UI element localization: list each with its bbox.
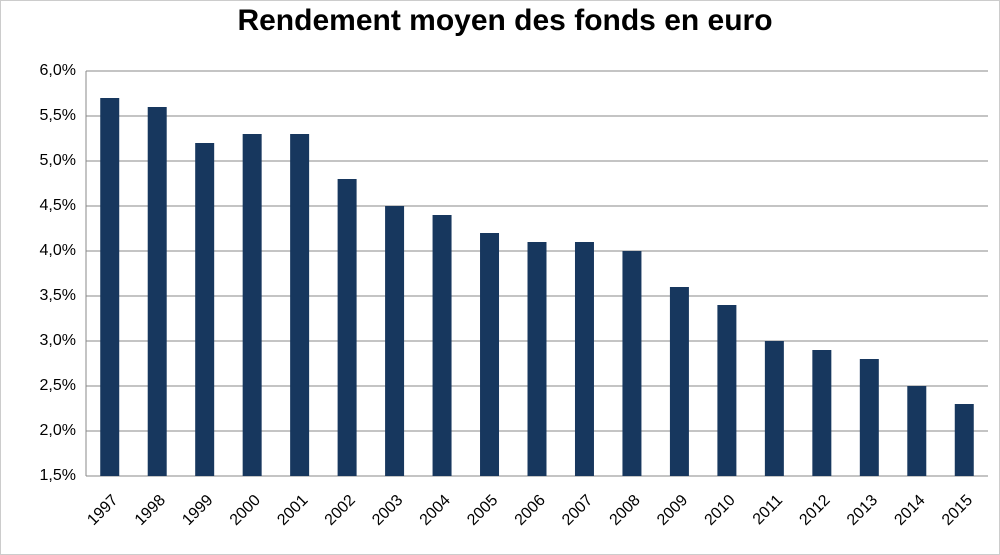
bar — [432, 215, 452, 476]
bar — [100, 98, 120, 476]
bar — [147, 107, 167, 476]
bar — [859, 359, 879, 476]
y-tick-label: 4,0% — [40, 242, 76, 259]
y-tick-label: 3,5% — [40, 287, 76, 304]
bar — [954, 404, 974, 476]
bar — [527, 242, 547, 476]
bar — [764, 341, 784, 476]
bar — [574, 242, 594, 476]
y-tick-label: 4,5% — [40, 197, 76, 214]
bar — [812, 350, 832, 476]
bar — [717, 305, 737, 476]
y-tick-label: 2,0% — [40, 422, 76, 439]
y-tick-label: 3,0% — [40, 332, 76, 349]
bar — [480, 233, 500, 476]
y-tick-label: 5,5% — [40, 107, 76, 124]
y-tick-label: 1,5% — [40, 467, 76, 484]
chart-title: Rendement moyen des fonds en euro — [237, 4, 772, 37]
bar — [622, 251, 642, 476]
bar — [195, 143, 215, 476]
bar — [290, 134, 310, 476]
bar — [242, 134, 262, 476]
bar — [337, 179, 357, 476]
bar — [669, 287, 689, 476]
y-tick-label: 2,5% — [40, 377, 76, 394]
bar — [907, 386, 927, 476]
y-tick-label: 6,0% — [40, 62, 76, 79]
y-tick-label: 5,0% — [40, 152, 76, 169]
bar — [385, 206, 405, 476]
